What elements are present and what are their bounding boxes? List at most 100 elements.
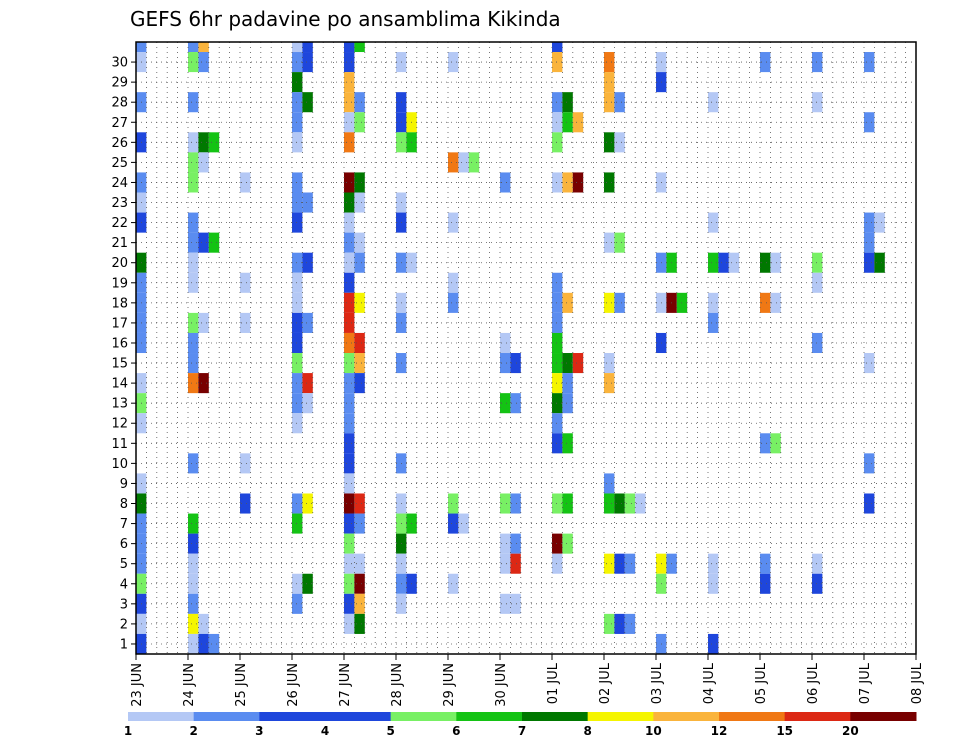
heatmap-cell bbox=[510, 493, 521, 514]
heatmap-cell bbox=[562, 172, 573, 193]
heatmap-cell bbox=[198, 633, 209, 654]
heatmap-cell bbox=[302, 92, 313, 113]
heatmap-cell bbox=[562, 373, 573, 394]
heatmap-cell bbox=[614, 292, 625, 313]
colorbar-label: 8 bbox=[583, 724, 591, 738]
heatmap-cell bbox=[344, 52, 355, 73]
heatmap-cell bbox=[188, 42, 199, 53]
heatmap-cell bbox=[864, 212, 875, 233]
y-tick-label: 1 bbox=[120, 637, 128, 652]
heatmap-cell bbox=[812, 252, 823, 273]
heatmap-cell bbox=[604, 292, 615, 313]
heatmap-cell bbox=[188, 52, 199, 73]
plot-frame bbox=[135, 41, 917, 655]
heatmap-cell bbox=[188, 172, 199, 193]
x-tick-label: 27 JUN bbox=[338, 663, 353, 707]
heatmap-cell bbox=[812, 92, 823, 113]
y-tick-label: 27 bbox=[111, 116, 128, 131]
heatmap-cell bbox=[500, 593, 511, 614]
heatmap-cell bbox=[292, 42, 303, 53]
heatmap-cells bbox=[136, 42, 885, 654]
heatmap-cell bbox=[302, 493, 313, 514]
heatmap-cell bbox=[604, 52, 615, 73]
heatmap-cell bbox=[292, 172, 303, 193]
heatmap-cell bbox=[344, 593, 355, 614]
heatmap-cell bbox=[562, 493, 573, 514]
colorbar-swatch bbox=[522, 712, 589, 721]
heatmap-cell bbox=[344, 312, 355, 333]
heatmap-cell bbox=[292, 393, 303, 414]
heatmap-cell bbox=[344, 533, 355, 554]
heatmap-cell bbox=[354, 42, 365, 53]
heatmap-cell bbox=[344, 232, 355, 253]
heatmap-cell bbox=[510, 553, 521, 574]
heatmap-cell bbox=[344, 292, 355, 313]
heatmap-cell bbox=[198, 132, 209, 153]
x-tick-label: 04 JUL bbox=[702, 662, 717, 704]
colorbar-swatch bbox=[193, 712, 260, 721]
heatmap-cell bbox=[604, 373, 615, 394]
y-tick-label: 23 bbox=[111, 196, 128, 211]
heatmap-cell bbox=[354, 513, 365, 534]
heatmap-cell bbox=[188, 573, 199, 594]
heatmap-cell bbox=[552, 112, 563, 133]
heatmap-cell bbox=[292, 92, 303, 113]
x-tick-label: 05 JUL bbox=[754, 662, 769, 704]
heatmap-cell bbox=[188, 453, 199, 474]
heatmap-cell bbox=[302, 393, 313, 414]
heatmap-cell bbox=[500, 533, 511, 554]
heatmap-cell bbox=[708, 252, 719, 273]
heatmap-cell bbox=[708, 212, 719, 233]
heatmap-cell bbox=[354, 613, 365, 634]
heatmap-cell bbox=[302, 42, 313, 53]
heatmap-cell bbox=[344, 353, 355, 374]
heatmap-cell bbox=[448, 272, 459, 293]
colorbar-swatch bbox=[850, 712, 917, 721]
heatmap-cell bbox=[354, 92, 365, 113]
x-tick-label: 01 JUL bbox=[546, 662, 561, 704]
heatmap-cell bbox=[292, 593, 303, 614]
heatmap-cell bbox=[188, 553, 199, 574]
heatmap-cell bbox=[760, 292, 771, 313]
heatmap-cell bbox=[292, 573, 303, 594]
y-tick-label: 28 bbox=[111, 96, 128, 111]
heatmap-cell bbox=[500, 332, 511, 354]
heatmap-cell bbox=[354, 373, 365, 394]
heatmap-cell bbox=[344, 493, 355, 514]
heatmap-cell bbox=[552, 332, 563, 354]
heatmap-cell bbox=[292, 112, 303, 133]
heatmap-cell bbox=[604, 132, 615, 153]
heatmap-cell bbox=[354, 292, 365, 313]
heatmap-cell bbox=[302, 373, 313, 394]
colorbar-label: 3 bbox=[255, 724, 263, 738]
heatmap-cell bbox=[708, 312, 719, 333]
heatmap-cell bbox=[562, 533, 573, 554]
heatmap-cell bbox=[292, 373, 303, 394]
heatmap-cell bbox=[510, 533, 521, 554]
heatmap-cell bbox=[708, 92, 719, 113]
heatmap-cell bbox=[552, 42, 563, 53]
heatmap-cell bbox=[864, 493, 875, 514]
x-tick-label: 26 JUN bbox=[286, 663, 301, 707]
y-tick-label: 17 bbox=[111, 316, 128, 331]
heatmap-cell bbox=[718, 252, 729, 273]
heatmap-cell bbox=[292, 312, 303, 333]
heatmap-cell bbox=[344, 453, 355, 474]
y-tick-label: 15 bbox=[111, 357, 128, 372]
y-tick-label: 6 bbox=[120, 537, 128, 552]
heatmap-cell bbox=[240, 453, 251, 474]
heatmap-cell bbox=[760, 52, 771, 73]
heatmap-cell bbox=[188, 593, 199, 614]
heatmap-cell bbox=[552, 533, 563, 554]
colorbar-label: 4 bbox=[321, 724, 329, 738]
heatmap-cell bbox=[344, 272, 355, 293]
heatmap-cell bbox=[292, 52, 303, 73]
heatmap-cell bbox=[562, 433, 573, 454]
x-tick-label: 28 JUN bbox=[390, 663, 405, 707]
heatmap-cell bbox=[188, 272, 199, 293]
heatmap-cell bbox=[572, 172, 584, 193]
y-tick-label: 12 bbox=[111, 417, 128, 432]
heatmap-cell bbox=[344, 112, 355, 133]
heatmap-cell bbox=[188, 132, 199, 153]
heatmap-cell bbox=[562, 393, 573, 414]
